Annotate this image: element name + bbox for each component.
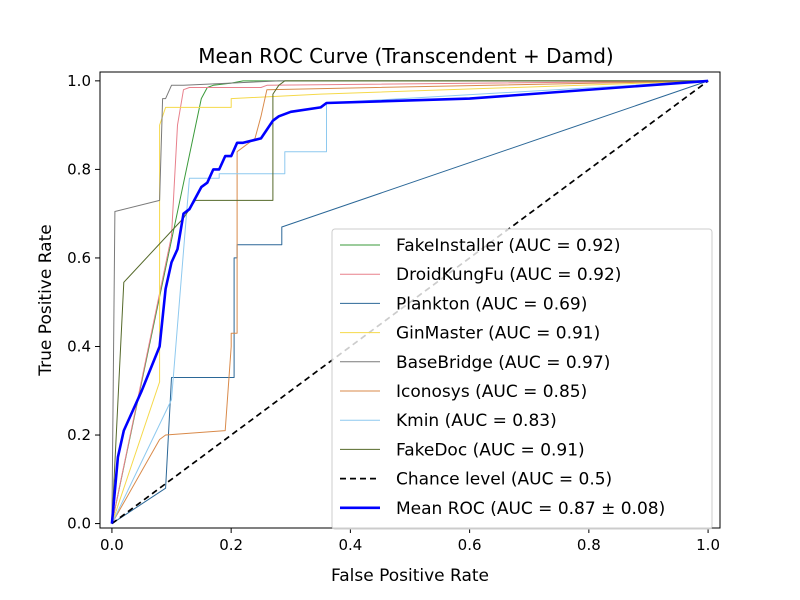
- y-axis-title: True Positive Rate: [36, 224, 56, 376]
- x-tick-label: 0.0: [100, 536, 124, 554]
- legend-label-fakedoc: FakeDoc (AUC = 0.91): [396, 440, 585, 460]
- y-tick-label: 1.0: [67, 72, 91, 90]
- legend-label-basebridge: BaseBridge (AUC = 0.97): [396, 353, 610, 373]
- legend-label-plankton: Plankton (AUC = 0.69): [396, 294, 587, 314]
- legend-label-mean-roc: Mean ROC (AUC = 0.87 ± 0.08): [396, 499, 665, 519]
- legend: FakeInstaller (AUC = 0.92) DroidKungFu (A…: [331, 228, 713, 530]
- series-line-kmin: [111, 80, 709, 524]
- y-tick-label: 0.4: [67, 337, 91, 355]
- y-tick-label: 0.8: [67, 160, 91, 178]
- x-tick-label: 0.8: [577, 536, 601, 554]
- legend-box: [331, 228, 713, 530]
- x-axis: 0.0 0.2 0.4 0.6 0.8 1.0: [100, 528, 720, 554]
- x-tick-label: 1.0: [696, 536, 720, 554]
- series-line-plankton: [111, 80, 709, 525]
- series-line-ginmaster: [111, 80, 709, 524]
- y-tick-label: 0.2: [67, 426, 91, 444]
- series-line-basebridge: [111, 80, 709, 524]
- x-tick-label: 0.4: [338, 536, 362, 554]
- chart-title: Mean ROC Curve (Transcendent + Damd): [198, 44, 613, 68]
- series-line-fakedoc: [111, 80, 709, 524]
- legend-label-fakeinstaller: FakeInstaller (AUC = 0.92): [396, 236, 620, 256]
- legend-label-droidkungfu: DroidKungFu (AUC = 0.92): [396, 265, 621, 285]
- legend-label-kmin: Kmin (AUC = 0.83): [396, 411, 557, 431]
- y-tick-label: 0.0: [67, 515, 91, 533]
- y-axis: 0.0 0.2 0.4 0.6 0.8 1.0: [67, 72, 100, 533]
- legend-label-ginmaster: GinMaster (AUC = 0.91): [396, 324, 600, 344]
- legend-label-iconosys: Iconosys (AUC = 0.85): [396, 382, 587, 402]
- legend-label-chance-level: Chance level (AUC = 0.5): [396, 470, 612, 490]
- x-tick-label: 0.6: [458, 536, 482, 554]
- series-line-mean-roc: [110, 79, 709, 524]
- series-line-droidkungfu: [111, 80, 709, 524]
- x-tick-label: 0.2: [219, 536, 243, 554]
- series-line-iconosys: [111, 80, 709, 524]
- x-axis-title: False Positive Rate: [331, 566, 489, 586]
- y-tick-label: 0.6: [67, 249, 91, 267]
